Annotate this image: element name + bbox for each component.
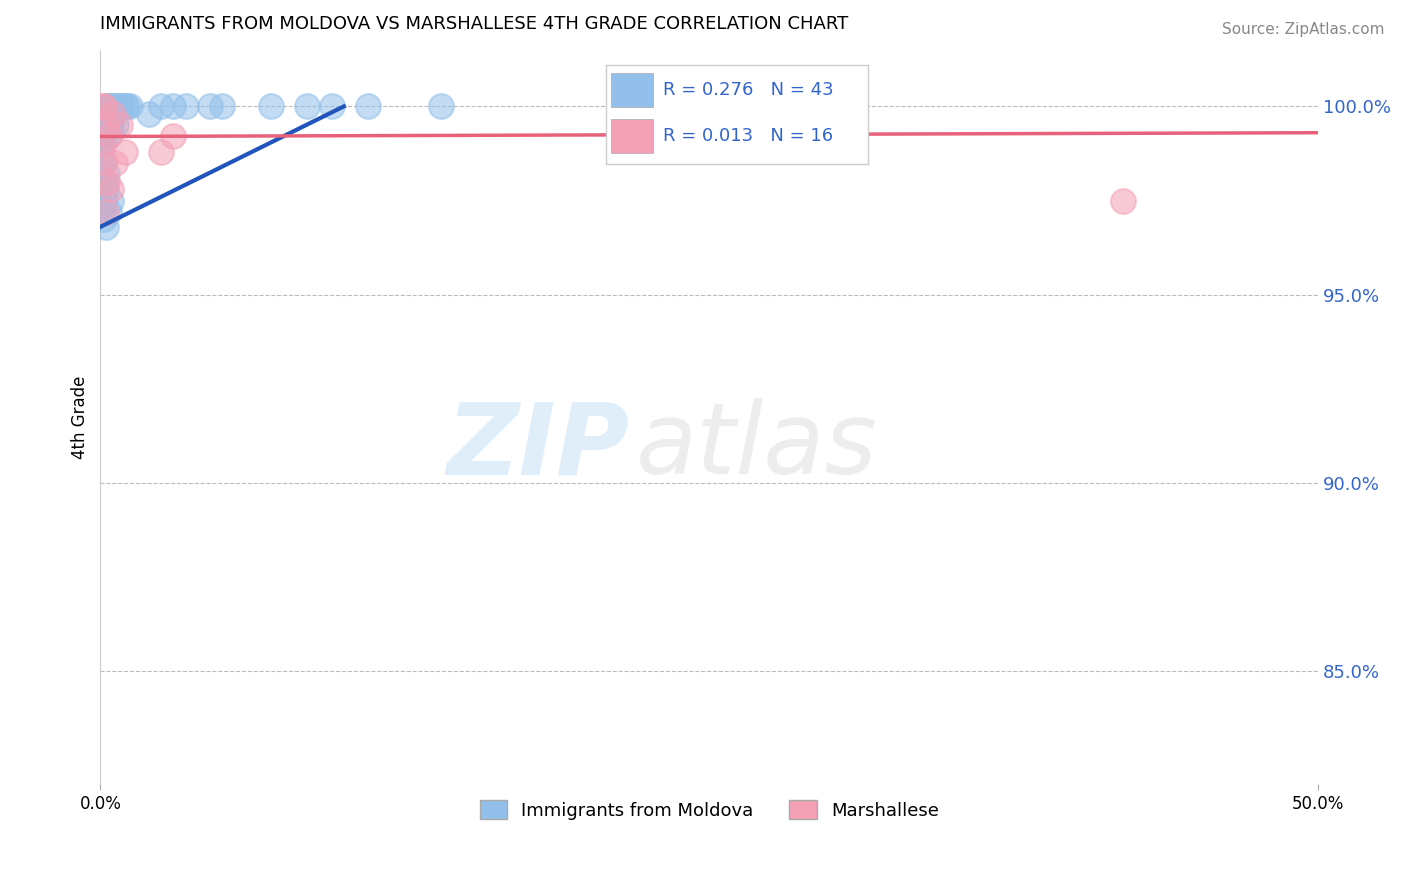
Point (93, 129, 115, 144)
Point (430, 99, 453, 113)
Point (104, 99, 127, 113)
Point (101, 111, 124, 125)
Point (114, 99, 136, 113)
Legend: Immigrants from Moldova, Marshallese: Immigrants from Moldova, Marshallese (472, 793, 946, 827)
Point (105, 99, 128, 113)
Point (357, 99, 380, 113)
Point (100, 194, 122, 208)
Point (198, 99, 221, 113)
Point (100, 126, 122, 140)
Point (94, 182, 117, 196)
Point (211, 99, 233, 113)
Point (114, 145, 136, 159)
Point (98, 99, 121, 113)
Point (93, 99, 115, 113)
Point (150, 145, 173, 159)
Point (90, 136, 112, 151)
Point (94, 118, 117, 132)
Point (100, 182, 122, 196)
Point (96, 107, 118, 121)
Point (91, 99, 114, 113)
Point (93, 194, 115, 208)
Point (118, 99, 141, 113)
Point (97, 99, 120, 113)
Point (321, 99, 343, 113)
Point (97, 129, 120, 144)
Point (96, 167, 118, 181)
Point (96, 175, 118, 189)
Point (96, 204, 118, 219)
Point (97, 204, 120, 219)
Point (91, 136, 114, 151)
Point (162, 99, 184, 113)
Point (297, 99, 319, 113)
Point (94, 175, 117, 189)
Point (101, 107, 124, 121)
Text: Source: ZipAtlas.com: Source: ZipAtlas.com (1222, 22, 1385, 37)
Point (115, 99, 138, 113)
Point (101, 99, 124, 113)
Point (111, 99, 134, 113)
Point (138, 107, 160, 121)
Y-axis label: 4th Grade: 4th Grade (72, 376, 89, 458)
Point (93, 212, 115, 227)
Point (108, 99, 131, 113)
Point (260, 99, 283, 113)
Point (105, 118, 128, 132)
Point (93, 156, 115, 170)
Point (100, 118, 122, 132)
Point (98, 99, 121, 113)
Point (108, 118, 131, 132)
Point (103, 107, 125, 121)
Point (1112, 194, 1135, 208)
Point (96, 219, 118, 234)
Point (97, 99, 120, 113)
Point (162, 129, 184, 144)
Text: atlas: atlas (636, 398, 877, 495)
Point (90, 118, 112, 132)
Text: IMMIGRANTS FROM MOLDOVA VS MARSHALLESE 4TH GRADE CORRELATION CHART: IMMIGRANTS FROM MOLDOVA VS MARSHALLESE 4… (100, 15, 849, 33)
Point (97, 99, 120, 113)
Point (104, 156, 127, 170)
Point (150, 99, 173, 113)
Point (91, 156, 114, 170)
Point (91, 145, 114, 159)
Point (174, 99, 197, 113)
Text: ZIP: ZIP (447, 398, 630, 495)
